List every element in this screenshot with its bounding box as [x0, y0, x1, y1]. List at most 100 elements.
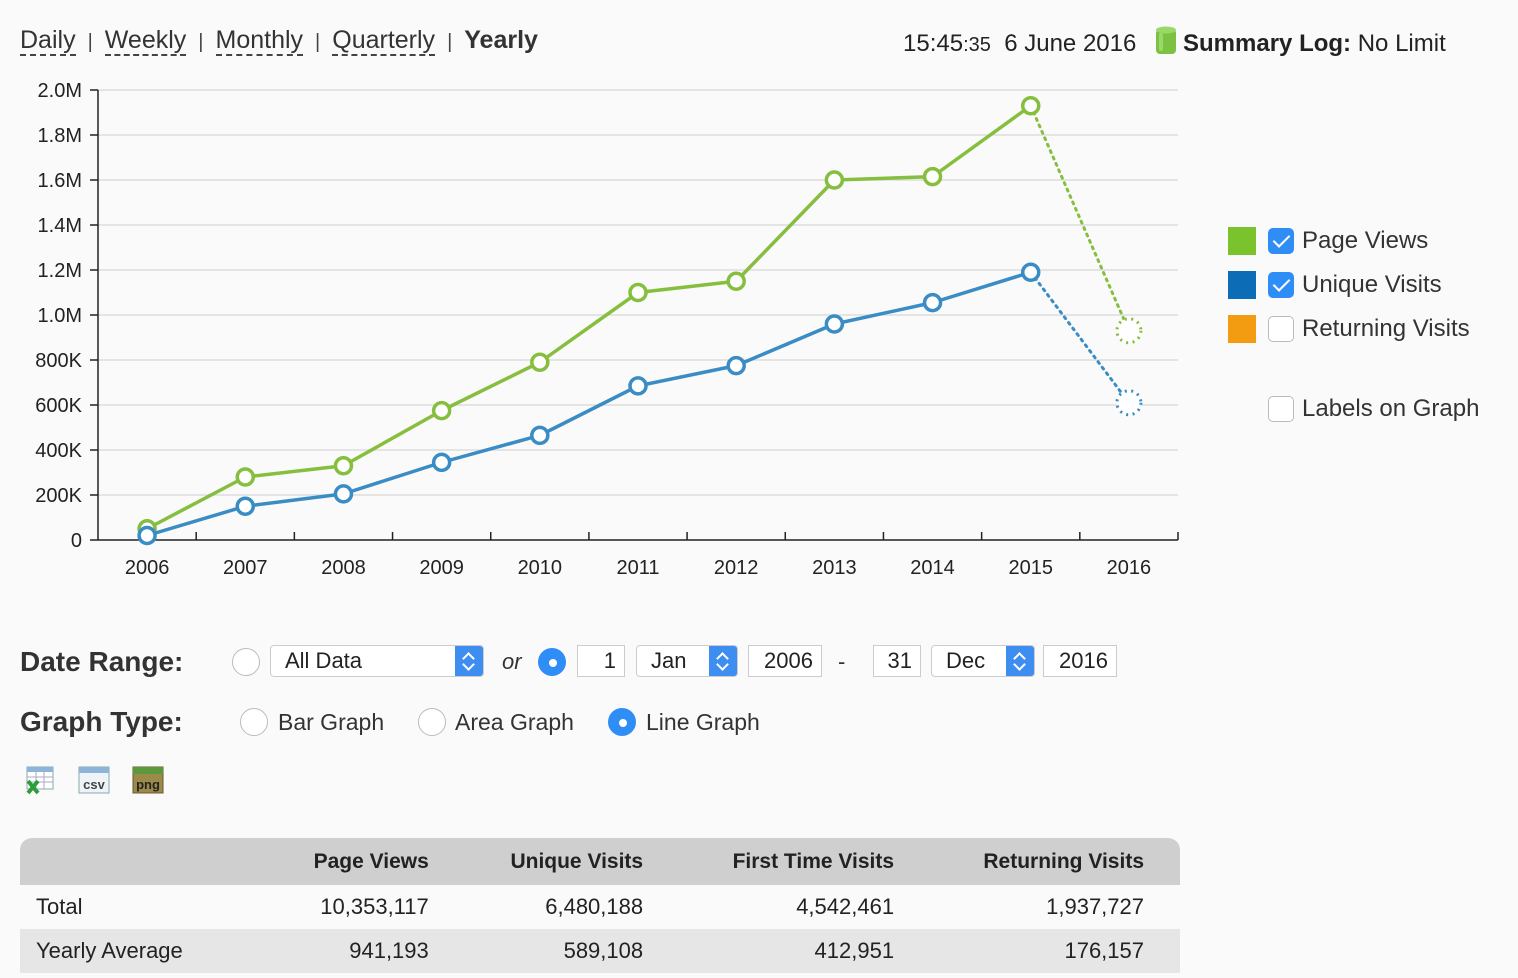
page-views-line [146, 104, 1032, 531]
legend-page-views: Page Views [1228, 226, 1428, 256]
unique-visits-checkbox[interactable] [1268, 272, 1294, 298]
x-tick-label: 2009 [419, 557, 464, 579]
legend-swatch-returning-visits [1228, 315, 1256, 343]
preset-range-value: All Data [285, 648, 363, 673]
page-views-projection-line [1029, 104, 1131, 333]
area-graph-label[interactable]: Area Graph [455, 709, 574, 735]
period-nav: Daily | Weekly | Monthly | Quarterly | Yearly [20, 26, 538, 56]
line-graph-label[interactable]: Line Graph [646, 709, 760, 735]
area-graph-radio[interactable] [418, 708, 446, 736]
preset-range-select[interactable]: All Data [270, 645, 484, 677]
unique-visits-projection-line [1029, 270, 1131, 405]
table-header [20, 838, 273, 885]
page-views-projected-point [1115, 317, 1143, 345]
to-month-value: Dec [946, 648, 986, 673]
line-graph-radio[interactable] [608, 708, 636, 736]
select-arrows-icon [455, 646, 483, 676]
select-arrows-icon [709, 646, 737, 676]
select-arrows-icon [1006, 646, 1034, 676]
table-cell: 4,542,461 [796, 894, 895, 919]
nav-separator: | [198, 31, 204, 53]
tab-quarterly[interactable]: Quarterly [332, 26, 436, 56]
x-tick-label: 2012 [714, 557, 759, 579]
table-row: Yearly Average 941,193 589,108 412,951 1… [20, 929, 1180, 973]
page-views-point [824, 170, 845, 190]
page-views-point [726, 271, 746, 291]
date-range-label: Date Range: [20, 646, 184, 677]
x-tick-label: 2008 [321, 557, 366, 579]
unique-visits-point [726, 355, 746, 376]
y-tick-label: 1.6M [38, 170, 82, 192]
preset-range-radio[interactable] [232, 648, 260, 676]
from-year-field[interactable]: 2006 [748, 645, 822, 677]
labels-on-graph-label: Labels on Graph [1302, 395, 1480, 422]
nav-separator: | [87, 31, 93, 53]
page-views-point [333, 456, 354, 476]
excel-icon[interactable] [24, 765, 56, 795]
x-tick-label: 2015 [1008, 557, 1053, 579]
legend-swatch-page-views [1228, 227, 1256, 255]
x-tick-label: 2007 [223, 557, 268, 579]
tab-monthly[interactable]: Monthly [215, 26, 304, 56]
range-dash: - [838, 649, 846, 674]
clock-hours-minutes: 15:45 [903, 30, 964, 57]
page-views-checkbox[interactable] [1268, 228, 1294, 254]
x-tick-label: 2006 [125, 557, 170, 579]
custom-range-radio[interactable] [538, 648, 566, 676]
from-month-value: Jan [651, 648, 687, 673]
x-tick-label: 2014 [910, 557, 955, 579]
legend-label-returning-visits: Returning Visits [1302, 315, 1470, 342]
svg-text:csv: csv [83, 777, 105, 792]
table-cell: 176,157 [930, 929, 1180, 973]
table-cell: Yearly Average [20, 929, 273, 973]
to-day-field[interactable]: 31 [873, 645, 921, 677]
tab-yearly[interactable]: Yearly [464, 26, 538, 54]
summary-log-value: No Limit [1357, 30, 1446, 57]
table-header: Returning Visits [930, 838, 1180, 885]
to-month-select[interactable]: Dec [931, 645, 1035, 677]
unique-visits-line [146, 270, 1032, 538]
csv-icon[interactable]: csv [78, 765, 110, 795]
y-tick-label: 800K [35, 350, 82, 372]
unique-visits-point [431, 452, 452, 473]
to-year-field[interactable]: 2016 [1043, 645, 1117, 677]
table-cell: 10,353,117 [320, 894, 429, 919]
table-header: First Time Visits [679, 838, 931, 885]
y-tick-label: 0 [71, 530, 82, 552]
legend-label-page-views: Page Views [1302, 227, 1429, 254]
legend-unique-visits: Unique Visits [1228, 270, 1442, 300]
returning-visits-checkbox[interactable] [1268, 316, 1294, 342]
visits-line-chart: 0 200K 400K 600K 800K 1.0M 1.2M 1.4M 1.6M 1.8M 2.0… [35, 80, 1179, 579]
y-tick-label: 200K [35, 485, 82, 507]
status-bar: 15:45:35 6 June 2016 Summary Log: No Lim… [903, 26, 1446, 58]
unique-visits-point [824, 314, 845, 334]
unique-visits-point [137, 525, 157, 546]
tab-weekly[interactable]: Weekly [104, 26, 187, 56]
y-tick-label: 1.0M [38, 305, 82, 327]
x-tick-label: 2016 [1107, 557, 1152, 579]
clock-seconds: :35 [963, 34, 991, 56]
table-header-row: Page Views Unique Visits First Time Visi… [20, 838, 1180, 885]
y-tick-label: 600K [35, 395, 82, 417]
table-cell: Total [36, 894, 83, 919]
legend-label-unique-visits: Unique Visits [1302, 271, 1442, 298]
page-views-point [1020, 96, 1041, 116]
from-month-select[interactable]: Jan [636, 645, 738, 677]
unique-visits-point [333, 484, 354, 504]
png-icon[interactable]: png [132, 765, 164, 795]
summary-table: Page Views Unique Visits First Time Visi… [20, 838, 1180, 973]
page-views-point [530, 352, 550, 372]
y-tick-label: 1.8M [38, 125, 82, 147]
y-tick-label: 2.0M [38, 80, 82, 102]
bar-graph-radio[interactable] [240, 708, 268, 736]
labels-on-graph-option: Labels on Graph [1268, 394, 1479, 424]
graph-type-label: Graph Type: [20, 706, 183, 737]
from-day-field[interactable]: 1 [577, 645, 625, 677]
labels-on-graph-checkbox[interactable] [1268, 396, 1294, 422]
x-tick-label: 2011 [616, 557, 659, 579]
x-tick-label: 2013 [812, 557, 857, 579]
tab-daily[interactable]: Daily [20, 26, 76, 56]
y-tick-label: 400K [35, 440, 82, 462]
y-tick-label: 1.4M [38, 215, 82, 237]
bar-graph-label[interactable]: Bar Graph [278, 709, 385, 735]
